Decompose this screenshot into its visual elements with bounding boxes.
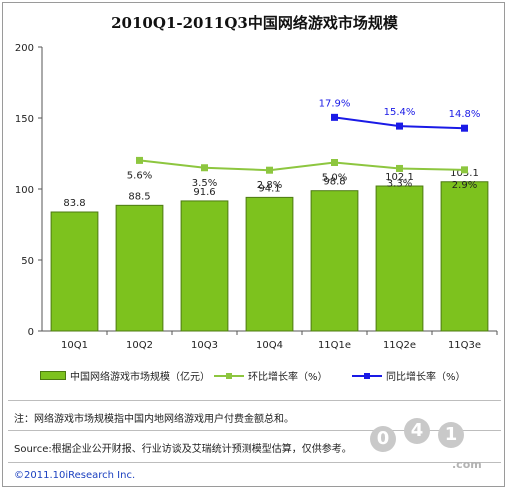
series-point	[266, 166, 273, 174]
legend-label-qoq: 环比增长率（%）	[248, 372, 328, 383]
legend: 中国网络游戏市场规模（亿元） 环比增长率（%） 同比增长率（%）	[14, 368, 504, 384]
legend-bar-swatch	[40, 371, 66, 380]
bar	[115, 204, 164, 332]
x-tick-label: 10Q4	[256, 340, 283, 351]
bar	[180, 200, 229, 332]
bar-value-label: 94.1	[258, 183, 280, 194]
series-point	[396, 164, 403, 172]
legend-label-market-size: 中国网络游戏市场规模（亿元）	[70, 372, 210, 383]
bar-value-label: 83.8	[63, 198, 85, 209]
chart-frame	[2, 2, 505, 487]
bar	[440, 181, 489, 332]
divider-middle	[8, 430, 501, 431]
bar-value-label: 102.1	[385, 172, 414, 183]
copyright: ©2011.10iResearch Inc.	[14, 470, 136, 481]
divider-bottom	[8, 462, 501, 463]
series-value-label: 14.8%	[449, 109, 481, 120]
x-tick-label: 10Q1	[61, 340, 88, 351]
bar	[245, 196, 294, 332]
divider-top	[8, 400, 501, 401]
series-point	[461, 124, 468, 132]
footnote: 注：网络游戏市场规模指中国内地网络游戏用户付费金额总和。	[14, 414, 294, 425]
series-point	[331, 159, 338, 166]
series-point	[136, 156, 143, 164]
series-value-label: 15.4%	[384, 107, 416, 118]
bar	[50, 211, 99, 332]
legend-label-yoy: 同比增长率（%）	[386, 372, 466, 383]
legend-item-market-size: 中国网络游戏市场规模（亿元）	[40, 368, 210, 383]
series-value-label: 3.5%	[192, 178, 217, 189]
watermark-logo: 0 4 1 .com	[366, 418, 506, 482]
legend-item-yoy: 同比增长率（%）	[352, 368, 466, 383]
series-point	[331, 113, 338, 121]
watermark-domain: .com	[452, 458, 482, 471]
x-tick-label: 11Q1e	[318, 340, 351, 351]
y-tick-label: 200	[15, 43, 34, 54]
series-point	[396, 122, 403, 130]
chart-title: 2010Q1-2011Q3中国网络游戏市场规模	[111, 14, 398, 32]
series-value-label: 2.8%	[257, 180, 282, 191]
bar	[375, 185, 424, 332]
legend-line-yoy-swatch	[352, 371, 382, 381]
y-tick-label: 150	[15, 114, 34, 125]
series-value-label: 5.6%	[127, 170, 152, 181]
series-line	[139, 159, 465, 172]
series-value-label: 3.3%	[387, 178, 412, 189]
x-tick-label: 10Q2	[126, 340, 153, 351]
series-value-label: 5.0%	[322, 173, 347, 184]
watermark-digit-0: 0	[370, 426, 396, 452]
y-tick-label: 50	[21, 256, 34, 267]
legend-item-qoq: 环比增长率（%）	[214, 368, 328, 383]
legend-line-qoq-swatch	[214, 371, 244, 381]
x-tick-label: 11Q2e	[383, 340, 416, 351]
chart-plot: 05010015020083.888.591.694.198.8102.1105…	[15, 43, 498, 351]
series-point	[461, 166, 468, 174]
watermark-digit-1: 1	[438, 422, 464, 448]
y-tick-label: 100	[15, 185, 34, 196]
bar-value-label: 91.6	[193, 187, 215, 198]
series-value-label: 17.9%	[319, 98, 351, 109]
x-tick-label: 10Q3	[191, 340, 218, 351]
x-tick-label: 11Q3e	[448, 340, 481, 351]
source-note: Source:根据企业公开财报、行业访谈及艾瑞统计预测模型估算，仅供参考。	[14, 444, 352, 455]
bar-value-label: 88.5	[128, 191, 150, 202]
watermark-digit-4: 4	[404, 418, 430, 444]
series-value-label: 2.9%	[452, 180, 477, 191]
bar-value-label: 98.8	[323, 177, 345, 188]
series-point	[201, 164, 208, 172]
y-tick-label: 0	[28, 327, 34, 338]
bar	[310, 190, 359, 332]
